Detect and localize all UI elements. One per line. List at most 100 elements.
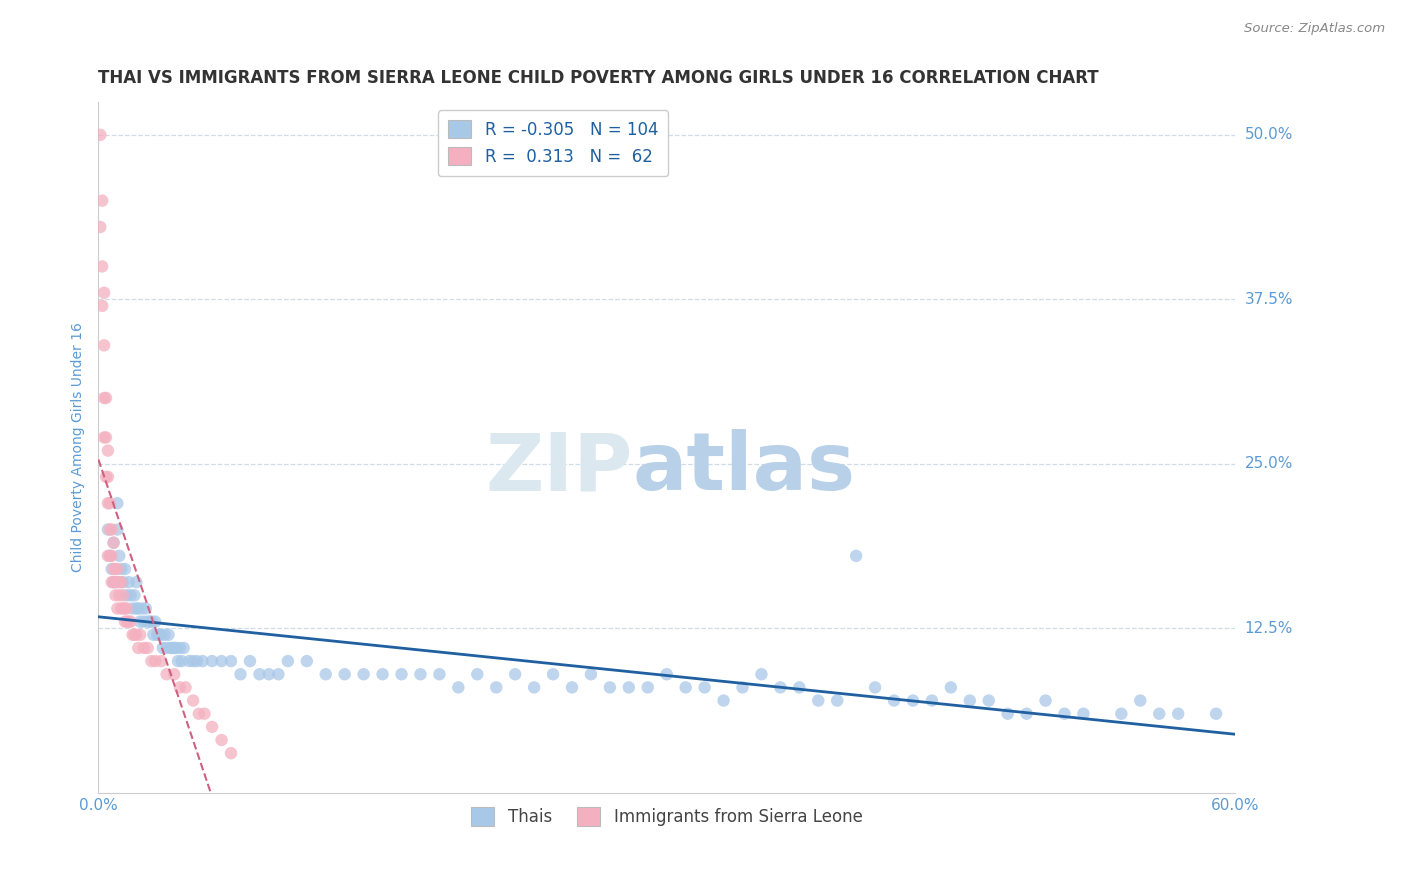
Point [429,667,451,681]
Point [959,693,981,707]
Point [675,681,697,695]
Point [186,654,208,668]
Point [561,681,583,695]
Point [295,654,318,668]
Point [108,575,131,590]
Point [105,562,128,576]
Point [115,615,138,629]
Point [169,681,191,695]
Point [100,575,122,590]
Point [637,681,659,695]
Point [162,640,184,655]
Point [693,681,716,695]
Point [1147,706,1170,721]
Point [179,654,201,668]
Point [135,601,157,615]
Point [105,523,128,537]
Point [114,562,136,576]
Point [447,681,470,695]
Point [98,549,121,563]
Point [845,549,868,563]
Point [883,693,905,707]
Point [121,628,143,642]
Point [110,562,132,576]
Text: 12.5%: 12.5% [1244,621,1294,636]
Point [153,628,176,642]
Point [91,299,114,313]
Point [167,654,190,668]
Text: atlas: atlas [633,429,856,507]
Point [371,667,394,681]
Point [163,640,186,655]
Point [523,681,546,695]
Point [141,654,163,668]
Point [149,628,172,642]
Text: THAI VS IMMIGRANTS FROM SIERRA LEONE CHILD POVERTY AMONG GIRLS UNDER 16 CORRELAT: THAI VS IMMIGRANTS FROM SIERRA LEONE CHI… [98,69,1099,87]
Point [152,640,174,655]
Point [181,654,204,668]
Point [104,588,127,602]
Point [115,601,138,615]
Point [125,628,148,642]
Point [239,654,262,668]
Point [170,654,193,668]
Point [229,667,252,681]
Point [118,575,141,590]
Point [104,562,127,576]
Point [100,549,122,563]
Point [132,615,155,629]
Point [997,706,1019,721]
Point [97,549,120,563]
Point [148,628,170,642]
Point [249,667,271,681]
Point [93,391,115,405]
Point [94,391,117,405]
Point [120,615,142,629]
Point [93,338,115,352]
Point [617,681,640,695]
Point [655,667,678,681]
Point [146,628,169,642]
Point [187,706,209,721]
Point [98,523,121,537]
Point [103,535,125,549]
Text: 50.0%: 50.0% [1244,128,1294,143]
Point [97,470,120,484]
Point [1053,706,1076,721]
Point [977,693,1000,707]
Point [127,601,149,615]
Point [825,693,848,707]
Point [98,549,121,563]
Point [1129,693,1152,707]
Point [713,693,735,707]
Point [125,601,148,615]
Point [89,219,111,234]
Point [599,681,621,695]
Point [108,549,131,563]
Point [1111,706,1133,721]
Point [156,640,179,655]
Point [103,562,125,576]
Point [110,575,132,590]
Point [121,601,143,615]
Point [114,601,136,615]
Point [94,470,117,484]
Point [103,535,125,549]
Point [1205,706,1227,721]
Point [136,640,159,655]
Point [114,615,136,629]
Point [120,588,142,602]
Point [98,496,121,510]
Text: 37.5%: 37.5% [1244,292,1294,307]
Point [181,693,204,707]
Point [97,443,120,458]
Point [863,681,886,695]
Point [353,667,375,681]
Point [315,667,337,681]
Point [94,430,117,444]
Point [541,667,564,681]
Point [131,601,153,615]
Legend: Thais, Immigrants from Sierra Leone: Thais, Immigrants from Sierra Leone [464,801,869,832]
Point [807,693,830,707]
Point [93,430,115,444]
